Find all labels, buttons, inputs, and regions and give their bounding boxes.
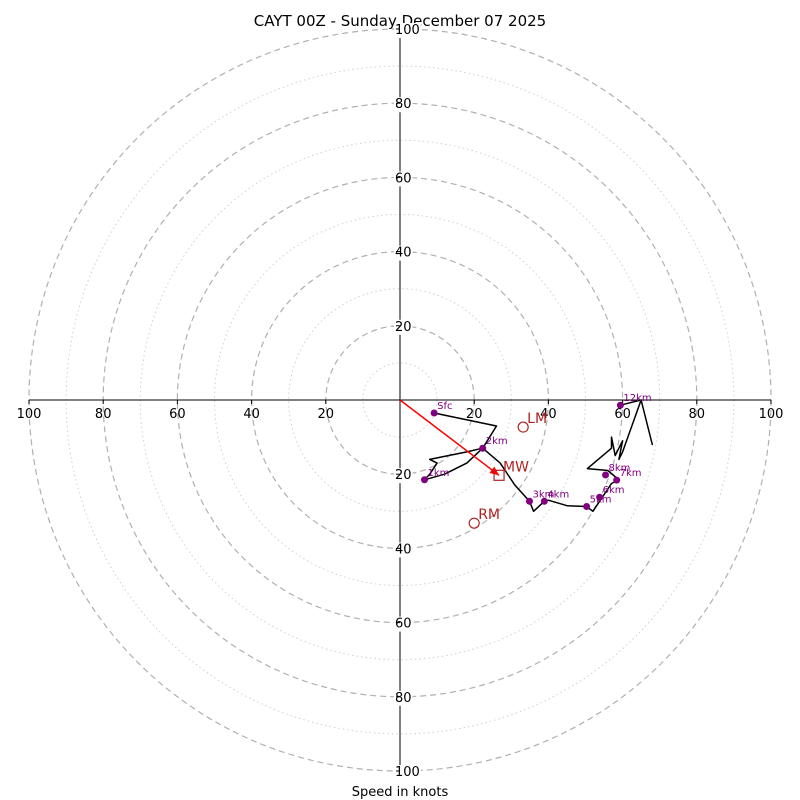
y-tick-label-bg: [394, 23, 421, 38]
y-tick-label-bg: [394, 616, 413, 632]
x-tick-label: 100: [759, 407, 784, 422]
height-marker-7km: [613, 476, 621, 484]
y-tick-label: 20: [395, 320, 412, 335]
y-tick-label-bg: [394, 690, 413, 706]
height-label-3km: 3km: [532, 489, 554, 500]
hodograph-trace: [423, 399, 654, 513]
x-tick-label: 20: [318, 407, 335, 422]
y-tick-label-bg: [394, 542, 413, 558]
motion-marker-RM: [468, 517, 480, 529]
height-label-1km: 1km: [427, 468, 449, 479]
height-marker-1km: [420, 476, 428, 484]
y-tick-label: 60: [395, 171, 412, 186]
x-axis-label: Speed in knots: [352, 785, 449, 800]
height-label-12km: 12km: [623, 393, 651, 404]
height-label-Sfc: Sfc: [437, 401, 452, 412]
y-tick-label: 100: [395, 23, 420, 38]
y-tick-label: 40: [395, 542, 412, 557]
motion-marker-LM: [517, 421, 529, 433]
x-tick-label: 20: [466, 407, 483, 422]
y-tick-label-bg: [394, 468, 413, 484]
hodograph-line: [423, 399, 654, 513]
height-marker-2km: [479, 444, 487, 452]
y-tick-label: 80: [395, 97, 412, 112]
x-tick-label: 40: [540, 407, 557, 422]
tick-labels: 100 80 60 40 20 20 40 60 80 100 100 80 60 40 20 20 40 60 8…: [17, 23, 784, 780]
y-tick-label: 20: [395, 468, 412, 483]
y-tick-label: 60: [395, 617, 412, 632]
x-tick-label: 60: [614, 407, 631, 422]
y-tick-label-bg: [394, 319, 413, 335]
height-label-7km: 7km: [620, 468, 642, 479]
height-marker-3km: [525, 497, 533, 505]
x-tick-label: 60: [169, 407, 186, 422]
height-marker-4km: [540, 497, 548, 505]
motion-label-RM: RM: [478, 507, 500, 523]
motion-markers: LM MW RM: [468, 411, 547, 529]
height-marker-5km: [583, 502, 591, 510]
motion-marker-MW: [493, 469, 505, 481]
mean-wind-vector: [399, 399, 500, 476]
x-tick-label: 80: [95, 407, 112, 422]
y-tick-label: 100: [395, 765, 420, 780]
chart-title: CAYT 00Z - Sunday December 07 2025: [254, 12, 546, 30]
height-label-4km: 4km: [547, 489, 569, 500]
y-tick-label: 40: [395, 246, 412, 261]
y-tick-label-bg: [394, 171, 413, 187]
y-tick-label: 80: [395, 691, 412, 706]
height-label-6km: 6km: [603, 485, 625, 496]
height-label-8km: 8km: [609, 463, 631, 474]
height-marker-6km: [596, 493, 604, 501]
height-marker-8km: [602, 471, 610, 479]
y-tick-label-bg: [394, 97, 413, 113]
height-markers: Sfc1km2km3km4km5km6km7km8km12km: [420, 393, 652, 510]
x-tick-label: 80: [689, 407, 706, 422]
height-marker-12km: [616, 401, 624, 409]
height-label-2km: 2km: [486, 436, 508, 447]
motion-label-MW: MW: [503, 459, 529, 475]
y-tick-label-bg: [394, 245, 413, 261]
height-marker-Sfc: [430, 409, 438, 417]
motion-label-LM: LM: [527, 411, 547, 427]
x-tick-label: 100: [17, 407, 42, 422]
y-tick-label-bg: [394, 765, 421, 780]
x-tick-label: 40: [243, 407, 260, 422]
